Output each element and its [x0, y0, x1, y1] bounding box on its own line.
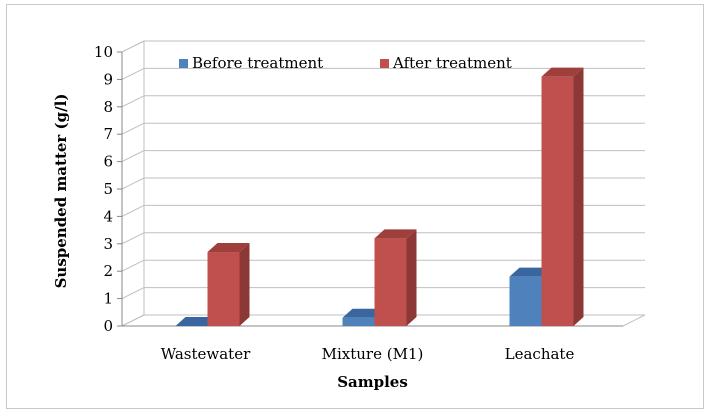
gridline-diag: [121, 67, 145, 80]
gridline-diag: [121, 40, 145, 53]
gridline-diag: [121, 259, 145, 272]
gridline-diag: [121, 204, 145, 217]
x-axis-title: Samples: [337, 373, 408, 391]
bar: [541, 67, 584, 326]
bar-top: [175, 317, 218, 326]
x-category-label: Leachate: [505, 345, 575, 363]
bar: [175, 317, 218, 326]
gridline-diag: [121, 287, 145, 300]
y-axis-title: Suspended matter (g/l): [52, 94, 70, 289]
bar-top: [374, 229, 417, 239]
y-tick-label: 1: [103, 290, 113, 308]
bar-side: [239, 243, 250, 326]
bar-top: [541, 67, 584, 77]
y-tick-label: 3: [103, 235, 113, 253]
bar-top: [207, 243, 250, 253]
y-tick-label: 10: [94, 43, 113, 61]
legend-label: After treatment: [392, 54, 512, 72]
chart-frame: 0 1 2 3 4 5 6 7 8 9 10 Wastewater Mixture (M1) Leach…: [6, 4, 704, 409]
gridline-diag: [121, 150, 145, 163]
gridline-diag: [121, 232, 145, 245]
x-category-label: Wastewater: [161, 345, 251, 363]
bar-side: [406, 229, 417, 326]
bar-top: [342, 308, 385, 318]
legend-label: Before treatment: [192, 54, 323, 72]
bar: [374, 229, 417, 326]
y-tick-label: 8: [103, 98, 113, 116]
x-category-label: Mixture (M1): [322, 345, 424, 363]
y-tick-label: 6: [103, 153, 113, 171]
y-tick-label: 7: [103, 125, 113, 143]
bar-side: [573, 67, 584, 326]
gridline-diag: [121, 177, 145, 190]
y-tick-label: 0: [103, 317, 113, 335]
legend-swatch: [380, 59, 389, 68]
gridline-diag: [121, 314, 145, 327]
bar-top: [509, 267, 552, 277]
bars: [175, 67, 584, 326]
y-tick-label: 5: [103, 180, 113, 198]
bar-front: [374, 238, 407, 326]
y-tick-labels: 0 1 2 3 4 5 6 7 8 9 10: [94, 43, 113, 335]
bar-front: [207, 252, 240, 326]
y-tick-label: 4: [103, 207, 113, 225]
x-category-labels: Wastewater Mixture (M1) Leachate: [161, 345, 575, 363]
y-tick-label: 9: [103, 70, 113, 88]
bar: [207, 243, 250, 326]
bar-front: [342, 317, 375, 326]
legend-swatch: [179, 59, 188, 68]
bar-front: [509, 276, 542, 326]
y-tick-label: 2: [103, 262, 113, 280]
bar-chart: 0 1 2 3 4 5 6 7 8 9 10 Wastewater Mixture (M1) Leach…: [52, 40, 646, 391]
bar-front: [541, 76, 574, 326]
gridline-diag: [121, 95, 145, 108]
gridline-diag: [121, 122, 145, 135]
legend: Before treatment After treatment: [179, 54, 512, 72]
